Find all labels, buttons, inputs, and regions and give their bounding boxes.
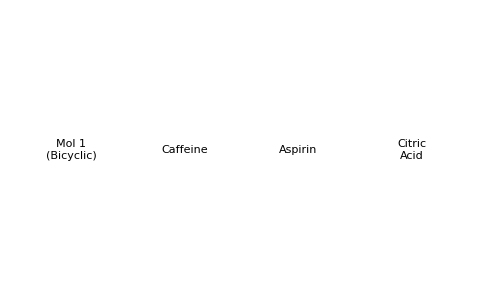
Text: Mol 1
(Bicyclic): Mol 1 (Bicyclic)	[46, 139, 97, 161]
Text: Caffeine: Caffeine	[162, 145, 208, 155]
Text: Citric
Acid: Citric Acid	[397, 139, 426, 161]
Text: Aspirin: Aspirin	[279, 145, 318, 155]
